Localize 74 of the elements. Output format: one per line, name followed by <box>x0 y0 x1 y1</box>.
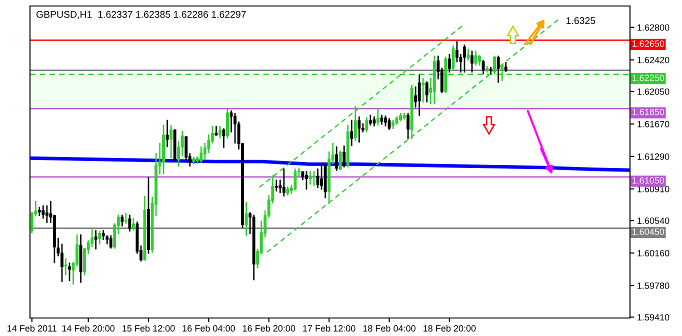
x-tick-label: 18 Feb 20:00 <box>424 324 476 332</box>
candlestick <box>109 235 112 249</box>
y-tick-label: 1.61290 <box>638 153 670 160</box>
y-tick-label: 1.62050 <box>638 88 670 95</box>
ref-line-label: 1.62650 <box>632 40 664 47</box>
candlestick <box>350 120 354 146</box>
y-tick-label: 1.60160 <box>638 250 670 256</box>
candlestick <box>312 171 316 186</box>
x-tick-label: 16 Feb 04:00 <box>182 324 235 332</box>
y-tick-label: 1.62800 <box>638 24 670 31</box>
candlestick <box>120 214 124 226</box>
candlestick <box>335 146 338 171</box>
candlestick <box>368 114 372 126</box>
candlestick <box>132 218 135 231</box>
candlestick <box>274 180 278 192</box>
candlestick <box>124 213 128 224</box>
candlestick <box>222 128 226 148</box>
candlestick <box>406 113 410 140</box>
candlestick <box>282 168 286 196</box>
candlestick <box>98 230 102 244</box>
candlestick <box>448 54 451 73</box>
candlestick <box>244 202 248 236</box>
candlestick <box>496 56 500 83</box>
candlestick <box>305 171 308 190</box>
candlestick <box>218 126 222 138</box>
ref-line-label: 1.61850 <box>632 108 664 116</box>
candlestick <box>384 116 387 126</box>
candlestick <box>422 78 425 102</box>
candlestick <box>64 258 68 276</box>
candlestick <box>478 54 482 66</box>
candlestick <box>342 145 346 168</box>
candlestick <box>166 120 169 147</box>
x-tick-label: 16 Feb 20:00 <box>242 324 296 332</box>
y-tick-label: 1.62420 <box>638 56 670 64</box>
candlestick <box>354 106 357 141</box>
candlestick <box>94 230 98 250</box>
x-tick-label: 14 Feb 20:00 <box>62 324 115 332</box>
x-tick-label: 18 Feb 04:00 <box>363 324 416 332</box>
candlestick <box>489 66 492 74</box>
candlestick <box>38 207 41 216</box>
x-tick-label: 14 Feb 2011 <box>8 324 56 332</box>
candlestick <box>294 168 297 190</box>
line-series <box>30 156 630 172</box>
annotation: 1.6325 <box>566 17 596 24</box>
candlestick <box>316 168 320 188</box>
candlestick <box>45 205 48 223</box>
candlestick <box>128 214 132 232</box>
candlestick <box>425 81 428 102</box>
y-tick-label: 1.61670 <box>638 120 670 128</box>
x-tick-label: 15 Feb 12:00 <box>122 324 175 332</box>
y-tick-label: 1.59410 <box>638 314 670 321</box>
candlestick <box>170 124 173 158</box>
candlestick <box>214 126 218 136</box>
ref-line-label: 1.60450 <box>632 228 664 235</box>
candlestick <box>320 164 324 190</box>
candlestick <box>365 117 368 132</box>
ref-line-label: 1.62250 <box>632 74 664 82</box>
candlestick <box>68 262 71 282</box>
candlestick <box>42 205 45 219</box>
candlestick <box>463 44 466 73</box>
chart-title: GBPUSD,H1 1.62337 1.62385 1.62286 1.62297 <box>36 10 246 19</box>
candlestick <box>358 116 361 143</box>
candlestick <box>226 108 229 138</box>
x-tick-label: 17 Feb 12:00 <box>303 324 356 332</box>
candlestick <box>418 74 421 116</box>
y-tick-label: 1.60540 <box>638 218 670 224</box>
ref-line-label: 1.61050 <box>632 177 664 184</box>
candlestick <box>452 45 455 71</box>
candlestick <box>376 108 380 126</box>
candlestick <box>470 50 474 73</box>
candlestick <box>338 150 342 170</box>
candlestick <box>200 146 203 164</box>
candlestick <box>482 60 485 74</box>
y-tick-label: 1.59780 <box>638 282 670 289</box>
